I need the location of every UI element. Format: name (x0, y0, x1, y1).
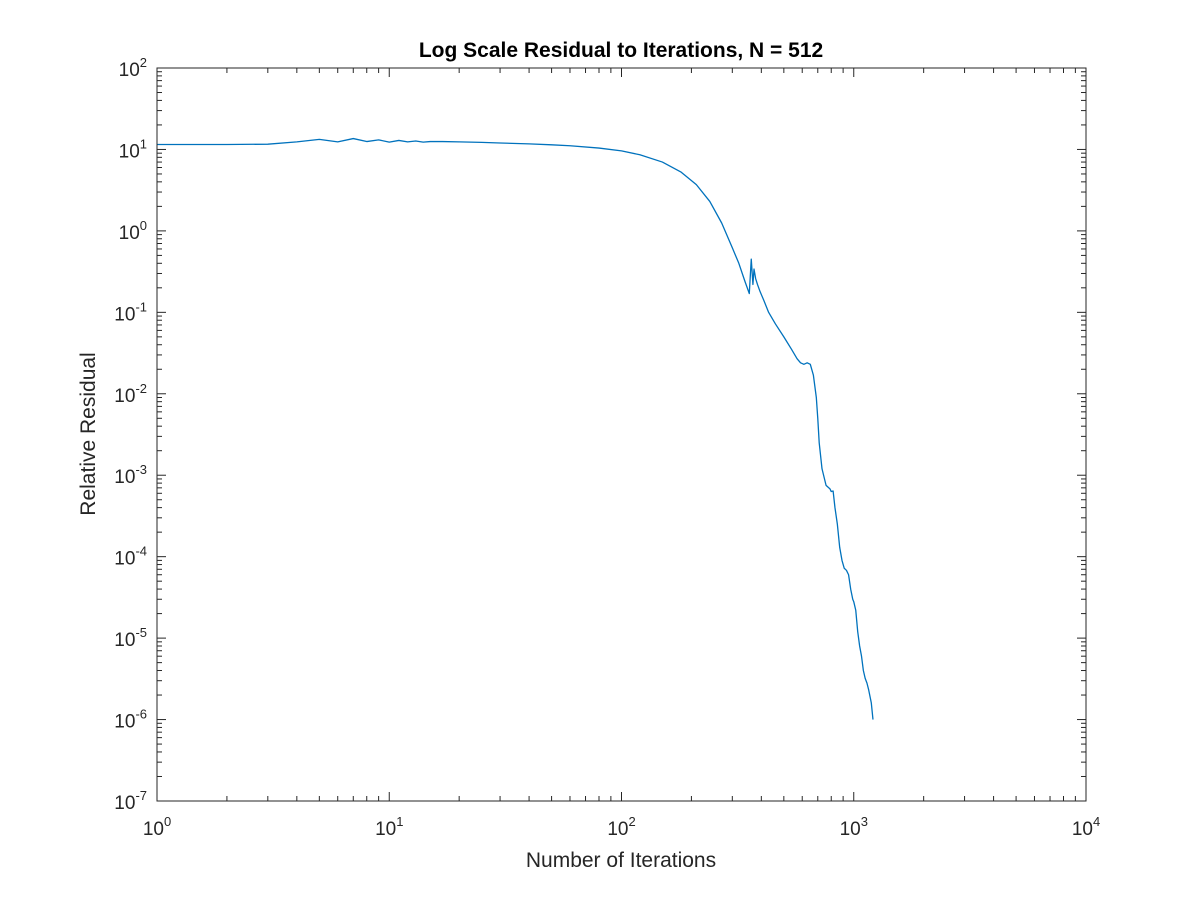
y-axis-title: Relative Residual (77, 352, 100, 515)
y-tick-label: 10-5 (114, 625, 147, 651)
y-tick-label: 10-6 (114, 707, 147, 733)
x-tick-label: 104 (1072, 814, 1100, 840)
series-line-1 (157, 137, 874, 720)
y-tick-label: 10-4 (114, 544, 147, 570)
y-tick-label: 10-1 (114, 299, 147, 325)
y-tick-labels: 102 101 100 10-1 10-2 10-3 10-4 10-5 10-6 10-7 (114, 55, 147, 814)
x-tick-label: 100 (143, 814, 171, 840)
y-tick-label: 101 (119, 136, 147, 162)
chart-title: Log Scale Residual to Iterations, N = 51… (419, 39, 823, 62)
axes-box (156, 67, 1087, 802)
y-tick-label: 100 (119, 218, 147, 244)
x-tick-label: 102 (607, 814, 635, 840)
plot-area (157, 68, 1086, 801)
x-tick-label: 103 (840, 814, 868, 840)
x-axis-title: Number of Iterations (526, 849, 716, 872)
y-tick-label: 102 (119, 55, 147, 81)
x-tick-labels: 100 101 102 103 104 (143, 814, 1100, 840)
series-layer (157, 137, 874, 720)
y-tick-label: 10-3 (114, 462, 147, 488)
y-tick-label: 10-2 (114, 381, 147, 407)
x-tick-label: 101 (375, 814, 403, 840)
y-tick-label: 10-7 (114, 788, 147, 814)
